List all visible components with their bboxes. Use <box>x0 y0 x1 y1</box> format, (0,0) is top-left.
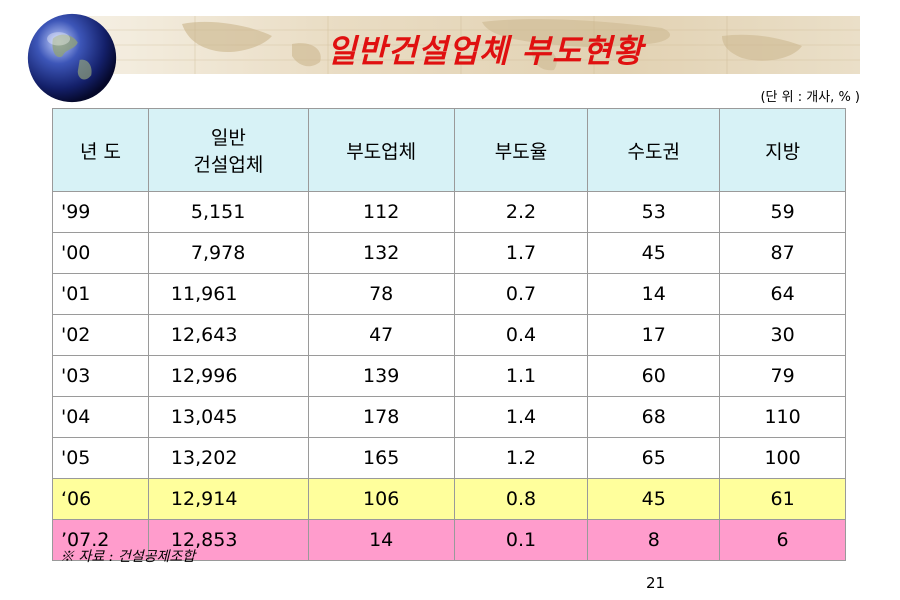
cell-general-construction: 13,045 <box>147 396 309 438</box>
table-row-highlighted-2006: ‘06 12,914 106 0.8 45 61 <box>52 478 846 520</box>
cell-year: '99 <box>52 191 149 233</box>
table-row: '01 11,961 78 0.7 14 64 <box>52 273 846 315</box>
cell-bankrupt-firms: 178 <box>307 396 455 438</box>
cell-bankruptcy-rate: 0.4 <box>453 314 589 356</box>
cell-capital-region: 14 <box>587 273 721 315</box>
cell-bankruptcy-rate: 1.2 <box>453 437 589 479</box>
table-row: '02 12,643 47 0.4 17 30 <box>52 314 846 356</box>
cell-bankruptcy-rate: 0.1 <box>453 519 589 561</box>
cell-bankruptcy-rate: 0.7 <box>453 273 589 315</box>
header-year: 년 도 <box>52 108 149 192</box>
cell-general-construction: 13,202 <box>147 437 309 479</box>
cell-provinces: 64 <box>719 273 846 315</box>
cell-bankrupt-firms: 139 <box>307 355 455 397</box>
cell-provinces: 30 <box>719 314 846 356</box>
header-general-construction: 일반 건설업체 <box>147 108 309 192</box>
cell-general-construction: 7,978 <box>147 232 309 274</box>
cell-general-construction: 5,151 <box>147 191 309 233</box>
table-row-highlighted-2007: ’07.2 12,853 14 0.1 8 6 <box>52 519 846 561</box>
table-row: '05 13,202 165 1.2 65 100 <box>52 437 846 479</box>
world-map-background <box>62 16 860 74</box>
cell-year: '04 <box>52 396 149 438</box>
cell-bankrupt-firms: 106 <box>307 478 455 520</box>
page-number: 21 <box>646 574 666 592</box>
cell-bankrupt-firms: 78 <box>307 273 455 315</box>
title-banner <box>62 16 860 74</box>
cell-bankruptcy-rate: 0.8 <box>453 478 589 520</box>
cell-capital-region: 17 <box>587 314 721 356</box>
table-row: '99 5,151 112 2.2 53 59 <box>52 191 846 233</box>
cell-provinces: 100 <box>719 437 846 479</box>
cell-year: '01 <box>52 273 149 315</box>
table-row: '00 7,978 132 1.7 45 87 <box>52 232 846 274</box>
cell-general-construction: 12,996 <box>147 355 309 397</box>
cell-provinces: 110 <box>719 396 846 438</box>
cell-general-construction: 12,643 <box>147 314 309 356</box>
cell-capital-region: 65 <box>587 437 721 479</box>
globe-icon <box>27 13 117 103</box>
cell-year: '00 <box>52 232 149 274</box>
header-bankruptcy-rate: 부도율 <box>453 108 589 192</box>
cell-bankruptcy-rate: 1.7 <box>453 232 589 274</box>
cell-capital-region: 45 <box>587 478 721 520</box>
cell-year: ‘06 <box>52 478 149 520</box>
cell-bankrupt-firms: 47 <box>307 314 455 356</box>
table-row: '04 13,045 178 1.4 68 110 <box>52 396 846 438</box>
cell-year: '03 <box>52 355 149 397</box>
table-row: '03 12,996 139 1.1 60 79 <box>52 355 846 397</box>
cell-bankrupt-firms: 165 <box>307 437 455 479</box>
cell-bankrupt-firms: 132 <box>307 232 455 274</box>
cell-provinces: 87 <box>719 232 846 274</box>
cell-provinces: 59 <box>719 191 846 233</box>
cell-general-construction: 11,961 <box>147 273 309 315</box>
cell-capital-region: 60 <box>587 355 721 397</box>
table-header-row: 년 도 일반 건설업체 부도업체 부도율 수도권 지방 <box>52 108 846 192</box>
cell-provinces: 6 <box>719 519 846 561</box>
cell-capital-region: 68 <box>587 396 721 438</box>
cell-capital-region: 8 <box>587 519 721 561</box>
cell-year: '05 <box>52 437 149 479</box>
header-bankrupt-firms: 부도업체 <box>307 108 455 192</box>
unit-note: (단 위 : 개사, % ) <box>760 90 860 105</box>
cell-bankrupt-firms: 112 <box>307 191 455 233</box>
cell-bankruptcy-rate: 1.1 <box>453 355 589 397</box>
cell-general-construction: 12,914 <box>147 478 309 520</box>
cell-bankruptcy-rate: 1.4 <box>453 396 589 438</box>
cell-year: '02 <box>52 314 149 356</box>
cell-general-construction: 12,853 <box>147 519 309 561</box>
cell-capital-region: 53 <box>587 191 721 233</box>
bankruptcy-table: 년 도 일반 건설업체 부도업체 부도율 수도권 지방 '99 5,151 112… <box>52 108 846 561</box>
header-capital-region: 수도권 <box>587 108 721 192</box>
cell-bankrupt-firms: 14 <box>307 519 455 561</box>
cell-provinces: 79 <box>719 355 846 397</box>
header-provinces: 지방 <box>719 108 846 192</box>
source-note: ※ 자료 : 건설공제조합 <box>60 549 196 565</box>
page-title: 일반건설업체 부도현황 <box>326 32 644 70</box>
cell-provinces: 61 <box>719 478 846 520</box>
cell-capital-region: 45 <box>587 232 721 274</box>
cell-bankruptcy-rate: 2.2 <box>453 191 589 233</box>
